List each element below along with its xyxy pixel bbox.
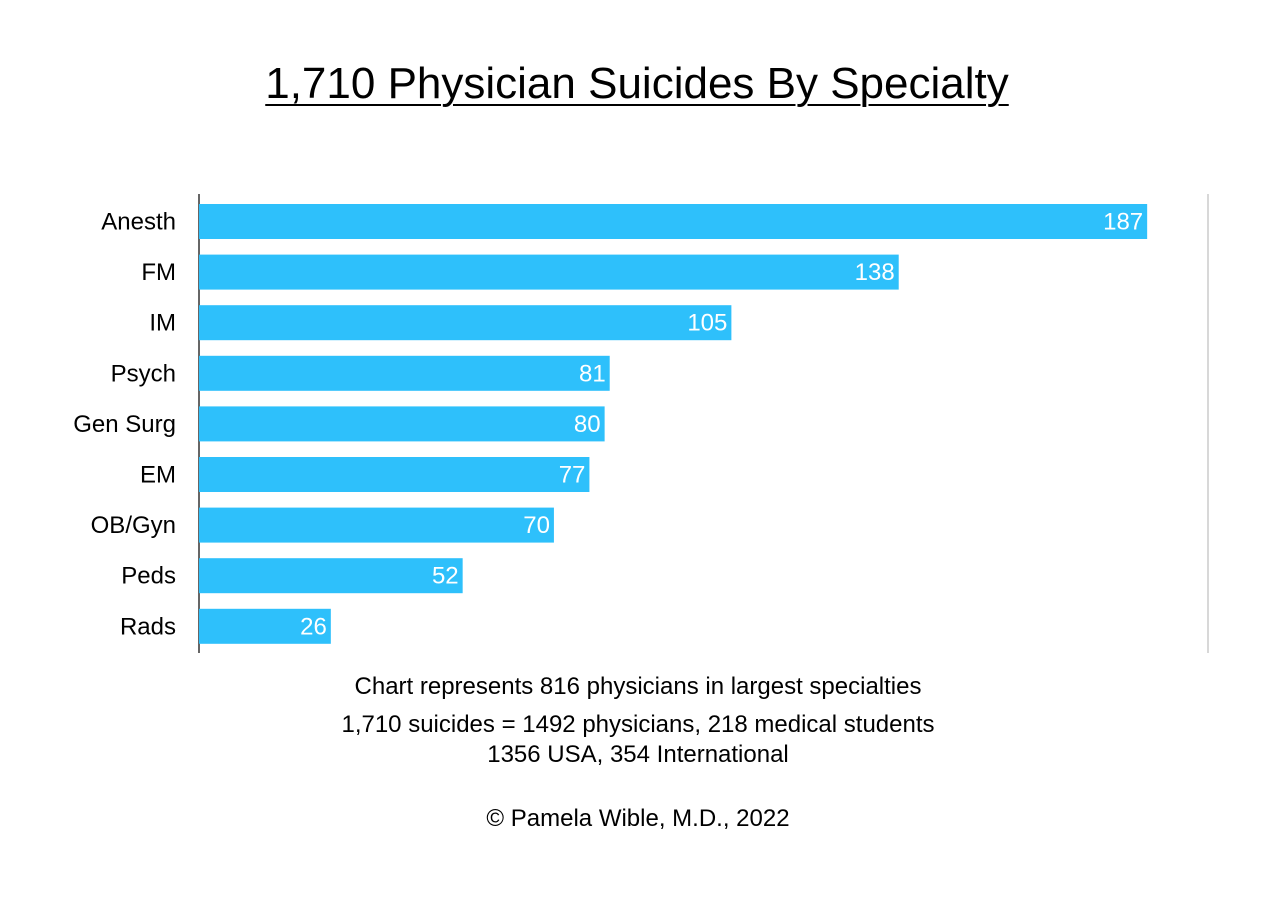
category-label-peds: Peds	[121, 563, 176, 590]
value-label-rads: 26	[300, 613, 327, 640]
bar-fm	[199, 254, 899, 290]
category-label-fm: FM	[141, 259, 176, 286]
value-label-ob-gyn: 70	[523, 512, 550, 539]
bar-im	[199, 305, 732, 341]
bar-ob-gyn	[199, 507, 554, 543]
bar-gen-surg	[199, 406, 605, 442]
category-label-im: IM	[149, 310, 176, 337]
category-label-gen-surg: Gen Surg	[73, 411, 176, 438]
value-label-gen-surg: 80	[574, 411, 601, 438]
chart-title: 1,710 Physician Suicides By Specialty	[265, 59, 1009, 108]
chart-note-geography: 1356 USA, 354 International	[487, 741, 789, 768]
category-label-anesth: Anesth	[101, 209, 176, 236]
value-label-im: 105	[687, 310, 727, 337]
chart-note-specialties: Chart represents 816 physicians in large…	[354, 673, 922, 700]
bar-peds	[199, 558, 463, 594]
bar-psych	[199, 355, 610, 391]
value-label-fm: 138	[855, 259, 895, 286]
category-label-psych: Psych	[111, 360, 176, 387]
bar-em	[199, 457, 590, 492]
value-label-psych: 81	[579, 360, 606, 387]
category-label-em: EM	[140, 462, 176, 489]
value-label-em: 77	[559, 462, 586, 489]
value-label-anesth: 187	[1103, 209, 1143, 236]
copyright-notice: © Pamela Wible, M.D., 2022	[486, 805, 790, 832]
bar-rads	[199, 608, 331, 644]
bar-anesth	[199, 204, 1148, 239]
chart-note-breakdown: 1,710 suicides = 1492 physicians, 218 me…	[341, 711, 935, 738]
category-label-ob-gyn: OB/Gyn	[91, 512, 176, 539]
value-label-peds: 52	[432, 563, 459, 590]
category-label-rads: Rads	[120, 613, 176, 640]
